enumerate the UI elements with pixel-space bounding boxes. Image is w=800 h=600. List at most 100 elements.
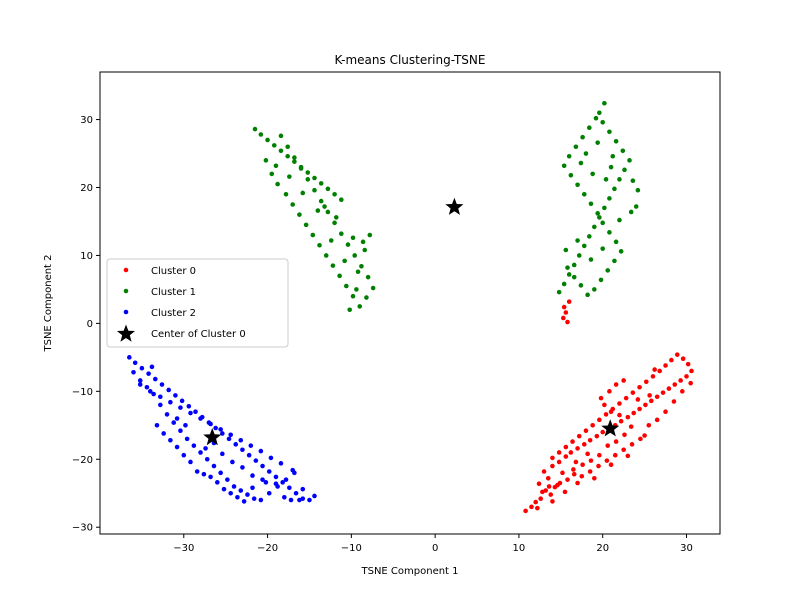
scatter-point-cluster-1 <box>357 304 363 309</box>
scatter-point-cluster-2 <box>208 421 213 427</box>
scatter-point-cluster-2 <box>266 490 272 496</box>
scatter-point-cluster-2 <box>218 427 223 432</box>
scatter-point-cluster-0 <box>654 417 660 423</box>
scatter-point-cluster-1 <box>583 151 589 156</box>
scatter-point-cluster-1 <box>600 246 605 251</box>
scatter-point-cluster-1 <box>337 273 342 279</box>
scatter-point-cluster-1 <box>607 196 612 201</box>
scatter-point-cluster-0 <box>608 409 614 415</box>
scatter-point-cluster-2 <box>241 499 247 504</box>
scatter-point-cluster-1 <box>271 143 277 148</box>
scatter-point-cluster-1 <box>607 230 612 235</box>
x-tick-label: −20 <box>257 543 278 554</box>
scatter-point-cluster-0 <box>608 462 614 468</box>
scatter-point-cluster-1 <box>275 181 280 187</box>
scatter-point-cluster-0 <box>583 428 589 434</box>
scatter-point-cluster-1 <box>350 235 356 241</box>
legend-marker-star-icon <box>116 324 136 342</box>
scatter-point-cluster-2 <box>240 465 245 470</box>
scatter-point-cluster-0 <box>555 482 560 488</box>
scatter-point-cluster-1 <box>595 211 600 216</box>
scatter-point-cluster-0 <box>598 395 604 401</box>
scatter-point-cluster-0 <box>671 399 677 404</box>
scatter-point-cluster-1 <box>620 148 626 154</box>
scatter-point-cluster-0 <box>561 315 566 321</box>
scatter-point-cluster-1 <box>298 166 304 171</box>
scatter-point-cluster-0 <box>588 458 594 463</box>
scatter-point-cluster-0 <box>556 450 562 455</box>
scatter-point-cluster-2 <box>260 463 265 469</box>
scatter-point-cluster-0 <box>596 463 601 469</box>
scatter-point-cluster-2 <box>183 422 188 428</box>
scatter-point-cluster-2 <box>233 442 239 447</box>
scatter-point-cluster-1 <box>367 232 373 238</box>
scatter-point-cluster-1 <box>332 220 337 226</box>
scatter-point-cluster-1 <box>605 268 611 273</box>
scatter-point-cluster-1 <box>633 204 639 209</box>
scatter-point-cluster-2 <box>226 436 232 442</box>
data-points <box>127 100 694 514</box>
scatter-point-cluster-1 <box>566 272 572 277</box>
scatter-point-cluster-0 <box>635 397 641 402</box>
scatter-point-cluster-1 <box>359 264 364 269</box>
scatter-point-cluster-1 <box>627 158 632 163</box>
scatter-point-cluster-0 <box>594 433 600 439</box>
scatter-point-cluster-0 <box>603 412 609 417</box>
scatter-point-cluster-2 <box>174 416 180 421</box>
scatter-point-cluster-1 <box>312 175 317 181</box>
scatter-point-cluster-2 <box>168 437 173 443</box>
scatter-point-cluster-1 <box>365 274 371 280</box>
scatter-point-cluster-0 <box>643 379 649 385</box>
scatter-point-cluster-1 <box>602 100 607 106</box>
scatter-point-cluster-1 <box>588 257 594 262</box>
scatter-point-cluster-2 <box>238 488 244 493</box>
scatter-point-cluster-2 <box>230 459 235 465</box>
scatter-point-cluster-1 <box>278 148 284 154</box>
scatter-point-cluster-1 <box>328 238 334 243</box>
scatter-point-cluster-1 <box>580 134 585 140</box>
x-tick-label: −30 <box>173 543 194 554</box>
scatter-point-cluster-0 <box>660 390 666 395</box>
scatter-point-cluster-1 <box>330 263 336 268</box>
scatter-point-cluster-0 <box>597 417 602 423</box>
scatter-point-cluster-1 <box>318 181 324 186</box>
scatter-point-cluster-1 <box>317 242 322 248</box>
x-tick-label: −10 <box>341 543 362 554</box>
scatter-point-cluster-1 <box>290 202 296 207</box>
scatter-point-cluster-2 <box>173 393 178 398</box>
scatter-point-cluster-0 <box>580 462 585 468</box>
scatter-point-cluster-2 <box>179 398 185 404</box>
scatter-point-cluster-1 <box>587 125 592 131</box>
scatter-point-cluster-0 <box>590 422 595 428</box>
scatter-point-cluster-1 <box>350 293 356 299</box>
scatter-point-cluster-0 <box>622 432 627 438</box>
scatter-point-cluster-1 <box>285 153 290 159</box>
scatter-point-cluster-0 <box>605 443 611 448</box>
scatter-point-cluster-1 <box>573 144 579 150</box>
scatter-point-cluster-2 <box>174 444 180 450</box>
scatter-point-cluster-2 <box>288 497 294 503</box>
scatter-point-cluster-2 <box>158 402 163 408</box>
scatter-point-cluster-1 <box>575 182 580 188</box>
scatter-point-cluster-1 <box>556 289 562 295</box>
scatter-point-cluster-2 <box>168 399 173 405</box>
scatter-point-cluster-0 <box>585 451 590 457</box>
scatter-point-cluster-0 <box>565 477 570 482</box>
scatter-point-cluster-2 <box>251 496 257 501</box>
x-axis: −30 −20 −10 0 10 20 30 <box>173 534 693 554</box>
scatter-point-cluster-1 <box>345 242 351 247</box>
scatter-point-cluster-2 <box>273 474 279 480</box>
scatter-point-cluster-2 <box>161 431 166 436</box>
scatter-point-cluster-1 <box>593 115 599 121</box>
scatter-point-cluster-0 <box>573 459 579 465</box>
scatter-point-cluster-1 <box>571 274 577 280</box>
scatter-point-cluster-1 <box>598 277 604 283</box>
scatter-point-cluster-2 <box>266 469 272 474</box>
scatter-point-cluster-2 <box>220 451 225 457</box>
scatter-point-cluster-0 <box>550 463 555 469</box>
scatter-point-cluster-1 <box>347 307 352 313</box>
scatter-point-cluster-0 <box>652 367 657 372</box>
scatter-point-cluster-0 <box>604 458 610 463</box>
scatter-point-cluster-1 <box>600 220 605 226</box>
scatter-point-cluster-1 <box>265 137 270 143</box>
